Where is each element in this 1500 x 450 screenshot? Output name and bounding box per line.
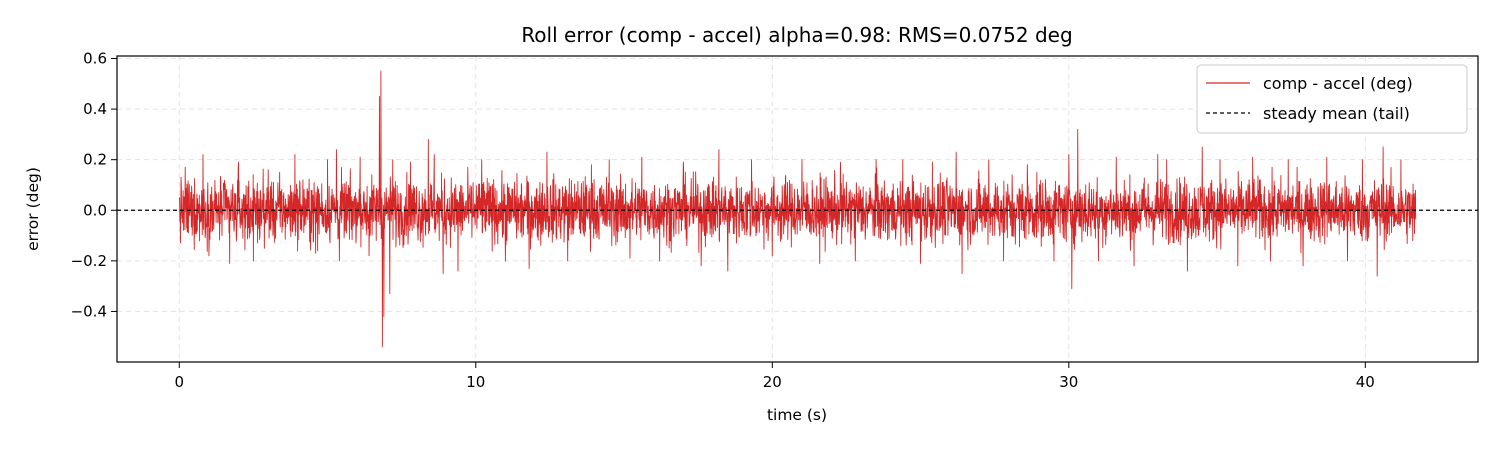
x-tick-label: 30 <box>1059 373 1078 391</box>
y-tick-label: 0.0 <box>83 201 107 219</box>
x-axis-label: time (s) <box>767 406 827 424</box>
y-tick-label: −0.2 <box>71 252 107 270</box>
y-tick-label: −0.4 <box>71 302 107 320</box>
legend: comp - accel (deg) steady mean (tail) <box>1196 64 1468 134</box>
y-tick-label: 0.4 <box>83 100 107 118</box>
legend-label-error: comp - accel (deg) <box>1263 74 1413 93</box>
y-axis: −0.4 −0.2 0.0 0.2 0.4 0.6 <box>71 50 117 320</box>
x-tick-label: 40 <box>1356 373 1375 391</box>
x-tick-label: 10 <box>466 373 485 391</box>
x-tick-label: 0 <box>174 373 184 391</box>
x-tick-label: 20 <box>763 373 782 391</box>
chart-title: Roll error (comp - accel) alpha=0.98: RM… <box>521 23 1072 47</box>
legend-label-mean: steady mean (tail) <box>1263 104 1410 123</box>
series-comp-accel-line <box>178 70 1417 348</box>
y-tick-label: 0.2 <box>83 151 107 169</box>
legend-box <box>1196 64 1468 134</box>
axes-frame <box>116 55 1479 363</box>
y-axis-label: error (deg) <box>24 167 42 251</box>
plot-area <box>117 70 1478 348</box>
y-tick-label: 0.6 <box>83 50 107 68</box>
x-axis: 0 10 20 30 40 <box>174 362 1375 391</box>
